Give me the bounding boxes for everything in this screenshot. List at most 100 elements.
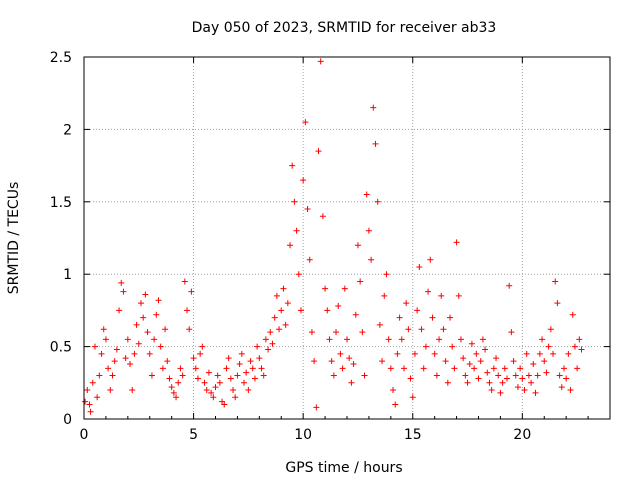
data-point [552,278,559,285]
data-point [400,365,407,372]
data-point [558,384,565,391]
data-point [199,343,206,350]
data-point [308,329,315,336]
data-point [157,343,164,350]
data-point [493,355,500,362]
data-point [214,372,221,379]
data-point [293,227,300,234]
y-tick-label: 1 [63,267,72,283]
data-points [82,58,585,415]
data-point [479,336,486,343]
data-point [565,350,572,357]
data-point [330,372,337,379]
data-point [484,369,491,376]
data-point [159,365,166,372]
y-tick-label: 0 [63,412,72,428]
data-point [84,387,91,394]
x-axis-label: GPS time / hours [285,460,402,476]
data-point [181,278,188,285]
data-point [295,271,302,278]
data-point [363,191,370,198]
data-point [234,372,241,379]
data-point [184,307,191,314]
data-point [297,307,304,314]
data-point [109,372,116,379]
data-point [122,355,129,362]
data-point [313,404,320,411]
data-point [525,372,532,379]
data-point [135,340,142,347]
data-point [442,358,449,365]
data-point [449,343,456,350]
data-point [91,343,98,350]
data-point [144,329,151,336]
data-point [278,307,285,314]
data-point [127,360,134,367]
data-point [425,288,432,295]
data-point [256,355,263,362]
data-point [405,326,412,333]
data-point [396,314,403,321]
data-point [350,360,357,367]
data-point [142,291,149,298]
data-point [528,379,535,386]
data-point [556,372,563,379]
data-point [346,355,353,362]
data-point [166,375,173,382]
data-point [133,321,140,328]
data-point [398,336,405,343]
data-point [289,162,296,169]
data-point [385,336,392,343]
data-point [444,379,451,386]
data-point [179,372,186,379]
data-point [188,288,195,295]
data-point [173,394,180,401]
data-point [387,365,394,372]
data-point [300,177,307,184]
data-point [94,394,101,401]
data-point [335,303,342,310]
data-point [118,279,125,286]
data-point [440,326,447,333]
data-point [541,358,548,365]
data-point [238,350,245,357]
data-point [205,369,212,376]
data-point [512,372,519,379]
data-point [563,375,570,382]
x-tick-label: 15 [404,427,422,443]
data-point [359,329,366,336]
data-point [113,346,120,353]
data-point [175,379,182,386]
y-tick-label: 1.5 [50,195,72,211]
data-point [249,365,256,372]
data-point [357,278,364,285]
data-point [245,387,252,394]
data-point [201,379,208,386]
data-point [194,375,201,382]
data-point [462,372,469,379]
data-point [105,365,112,372]
data-point [427,256,434,263]
data-point [473,350,480,357]
data-point [146,350,153,357]
data-point [212,384,219,391]
data-point [96,372,103,379]
data-point [344,336,350,343]
data-point [120,288,127,295]
data-point [514,384,521,391]
data-point [392,401,399,408]
data-point [102,336,109,343]
data-point [506,282,513,289]
data-point [271,314,278,321]
data-point [186,326,193,333]
data-point [243,369,250,376]
data-point [140,314,147,321]
data-point [468,340,475,347]
chart-title: Day 050 of 2023, SRMTID for receiver ab3… [192,20,497,36]
data-point [418,326,425,333]
data-point [451,365,458,372]
data-point [422,343,429,350]
data-point [431,350,438,357]
data-point [341,285,348,292]
